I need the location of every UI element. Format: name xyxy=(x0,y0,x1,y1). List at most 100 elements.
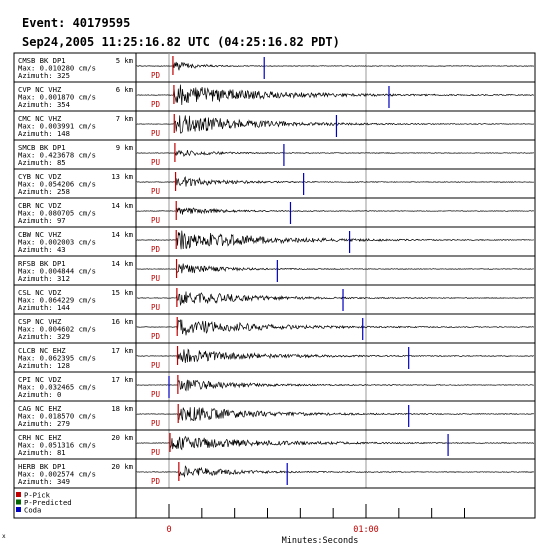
distance-label: 20 km xyxy=(111,433,133,442)
phase-label: PD xyxy=(151,245,161,254)
waveform xyxy=(136,115,534,134)
waveform xyxy=(136,407,534,422)
phase-label: PU xyxy=(151,419,160,428)
station-label: RFSB BK DP1 xyxy=(18,259,66,268)
station-label: CMSB BK DP1 xyxy=(18,56,66,65)
legend-label: P-Predicted xyxy=(24,498,72,507)
waveform xyxy=(136,207,535,215)
legend-swatch xyxy=(16,492,21,497)
max-amplitude-label: Max: 0.018570 cm/s xyxy=(18,412,96,421)
x-tick-label: 01:00 xyxy=(353,525,379,535)
phase-label: PU xyxy=(151,274,160,283)
azimuth-label: Azimuth: 329 xyxy=(18,332,70,341)
phase-label: PU xyxy=(151,390,160,399)
phase-label: PU xyxy=(151,129,160,138)
azimuth-label: Azimuth: 81 xyxy=(18,448,66,457)
azimuth-label: Azimuth: 97 xyxy=(18,216,66,225)
station-label: CRH NC EHZ xyxy=(18,433,62,442)
azimuth-label: Azimuth: 128 xyxy=(18,361,70,370)
max-amplitude-label: Max: 0.423678 cm/s xyxy=(18,151,96,160)
distance-label: 9 km xyxy=(116,143,133,152)
azimuth-label: Azimuth: 312 xyxy=(18,274,70,283)
station-label: CMC NC VHZ xyxy=(18,114,62,123)
corner-mark: x xyxy=(2,533,6,540)
phase-label: PU xyxy=(151,158,160,167)
waveform xyxy=(136,84,534,105)
waveform xyxy=(136,465,535,478)
distance-label: 18 km xyxy=(111,404,133,413)
max-amplitude-label: Max: 0.064229 cm/s xyxy=(18,296,96,305)
distance-label: 16 km xyxy=(111,317,133,326)
phase-label: PU xyxy=(151,216,160,225)
distance-label: 20 km xyxy=(111,462,133,471)
distance-label: 14 km xyxy=(111,259,133,268)
max-amplitude-label: Max: 0.002574 cm/s xyxy=(18,470,96,479)
max-amplitude-label: Max: 0.080705 cm/s xyxy=(18,209,96,218)
station-label: CYB NC VDZ xyxy=(18,172,62,181)
legend-swatch xyxy=(16,507,21,512)
station-label: CBR NC VDZ xyxy=(18,201,62,210)
waveform xyxy=(136,61,535,71)
azimuth-label: Azimuth: 148 xyxy=(18,129,70,138)
azimuth-label: Azimuth: 354 xyxy=(18,100,70,109)
max-amplitude-label: Max: 0.003991 cm/s xyxy=(18,122,96,131)
waveform xyxy=(136,230,534,250)
phase-label: PD xyxy=(151,477,161,486)
station-label: CSP NC VHZ xyxy=(18,317,62,326)
max-amplitude-label: Max: 0.004844 cm/s xyxy=(18,267,96,276)
x-tick-label: 0 xyxy=(166,525,171,535)
max-amplitude-label: Max: 0.032465 cm/s xyxy=(18,383,96,392)
station-label: CAG NC EHZ xyxy=(18,404,62,413)
distance-label: 15 km xyxy=(111,288,133,297)
phase-label: PD xyxy=(151,71,161,80)
max-amplitude-label: Max: 0.051316 cm/s xyxy=(18,441,96,450)
azimuth-label: Azimuth: 43 xyxy=(18,245,66,254)
distance-label: 17 km xyxy=(111,375,133,384)
distance-label: 17 km xyxy=(111,346,133,355)
distance-label: 7 km xyxy=(116,114,133,123)
station-label: HERB BK DP1 xyxy=(18,462,66,471)
waveform xyxy=(136,176,534,187)
distance-label: 5 km xyxy=(116,56,133,65)
station-label: SMCB BK DP1 xyxy=(18,143,66,152)
distance-label: 13 km xyxy=(111,172,133,181)
azimuth-label: Azimuth: 349 xyxy=(18,477,70,486)
max-amplitude-label: Max: 0.001870 cm/s xyxy=(18,93,96,102)
station-label: CPI NC VDZ xyxy=(18,375,62,384)
legend-label: Coda xyxy=(24,506,41,515)
azimuth-label: Azimuth: 325 xyxy=(18,71,70,80)
waveform xyxy=(136,348,534,363)
phase-label: PD xyxy=(151,332,161,341)
station-label: CBW NC VHZ xyxy=(18,230,62,239)
distance-label: 6 km xyxy=(116,85,133,94)
phase-label: PU xyxy=(151,361,160,370)
max-amplitude-label: Max: 0.054206 cm/s xyxy=(18,180,96,189)
distance-label: 14 km xyxy=(111,230,133,239)
phase-label: PD xyxy=(151,100,161,109)
max-amplitude-label: Max: 0.010280 cm/s xyxy=(18,64,96,73)
max-amplitude-label: Max: 0.062395 cm/s xyxy=(18,354,96,363)
max-amplitude-label: Max: 0.002003 cm/s xyxy=(18,238,96,247)
event-title: Event: 40179595 xyxy=(22,16,131,30)
azimuth-label: Azimuth: 85 xyxy=(18,158,66,167)
max-amplitude-label: Max: 0.004602 cm/s xyxy=(18,325,96,334)
waveform xyxy=(136,435,534,451)
legend-label: P-Pick xyxy=(24,491,51,500)
phase-label: PU xyxy=(151,187,160,196)
waveform xyxy=(136,149,534,157)
waveform xyxy=(136,291,535,307)
station-label: CVP NC VHZ xyxy=(18,85,62,94)
event-time: Sep24,2005 11:25:16.82 UTC (04:25:16.82 … xyxy=(22,35,340,49)
phase-label: PU xyxy=(151,303,160,312)
x-axis-label: Minutes:Seconds xyxy=(282,536,359,546)
azimuth-label: Azimuth: 279 xyxy=(18,419,70,428)
waveform xyxy=(136,319,534,336)
waveform xyxy=(136,379,534,392)
azimuth-label: Azimuth: 144 xyxy=(18,303,70,312)
legend-swatch xyxy=(16,499,21,505)
distance-label: 14 km xyxy=(111,201,133,210)
azimuth-label: Azimuth: 0 xyxy=(18,390,61,399)
azimuth-label: Azimuth: 258 xyxy=(18,187,70,196)
phase-label: PU xyxy=(151,448,160,457)
